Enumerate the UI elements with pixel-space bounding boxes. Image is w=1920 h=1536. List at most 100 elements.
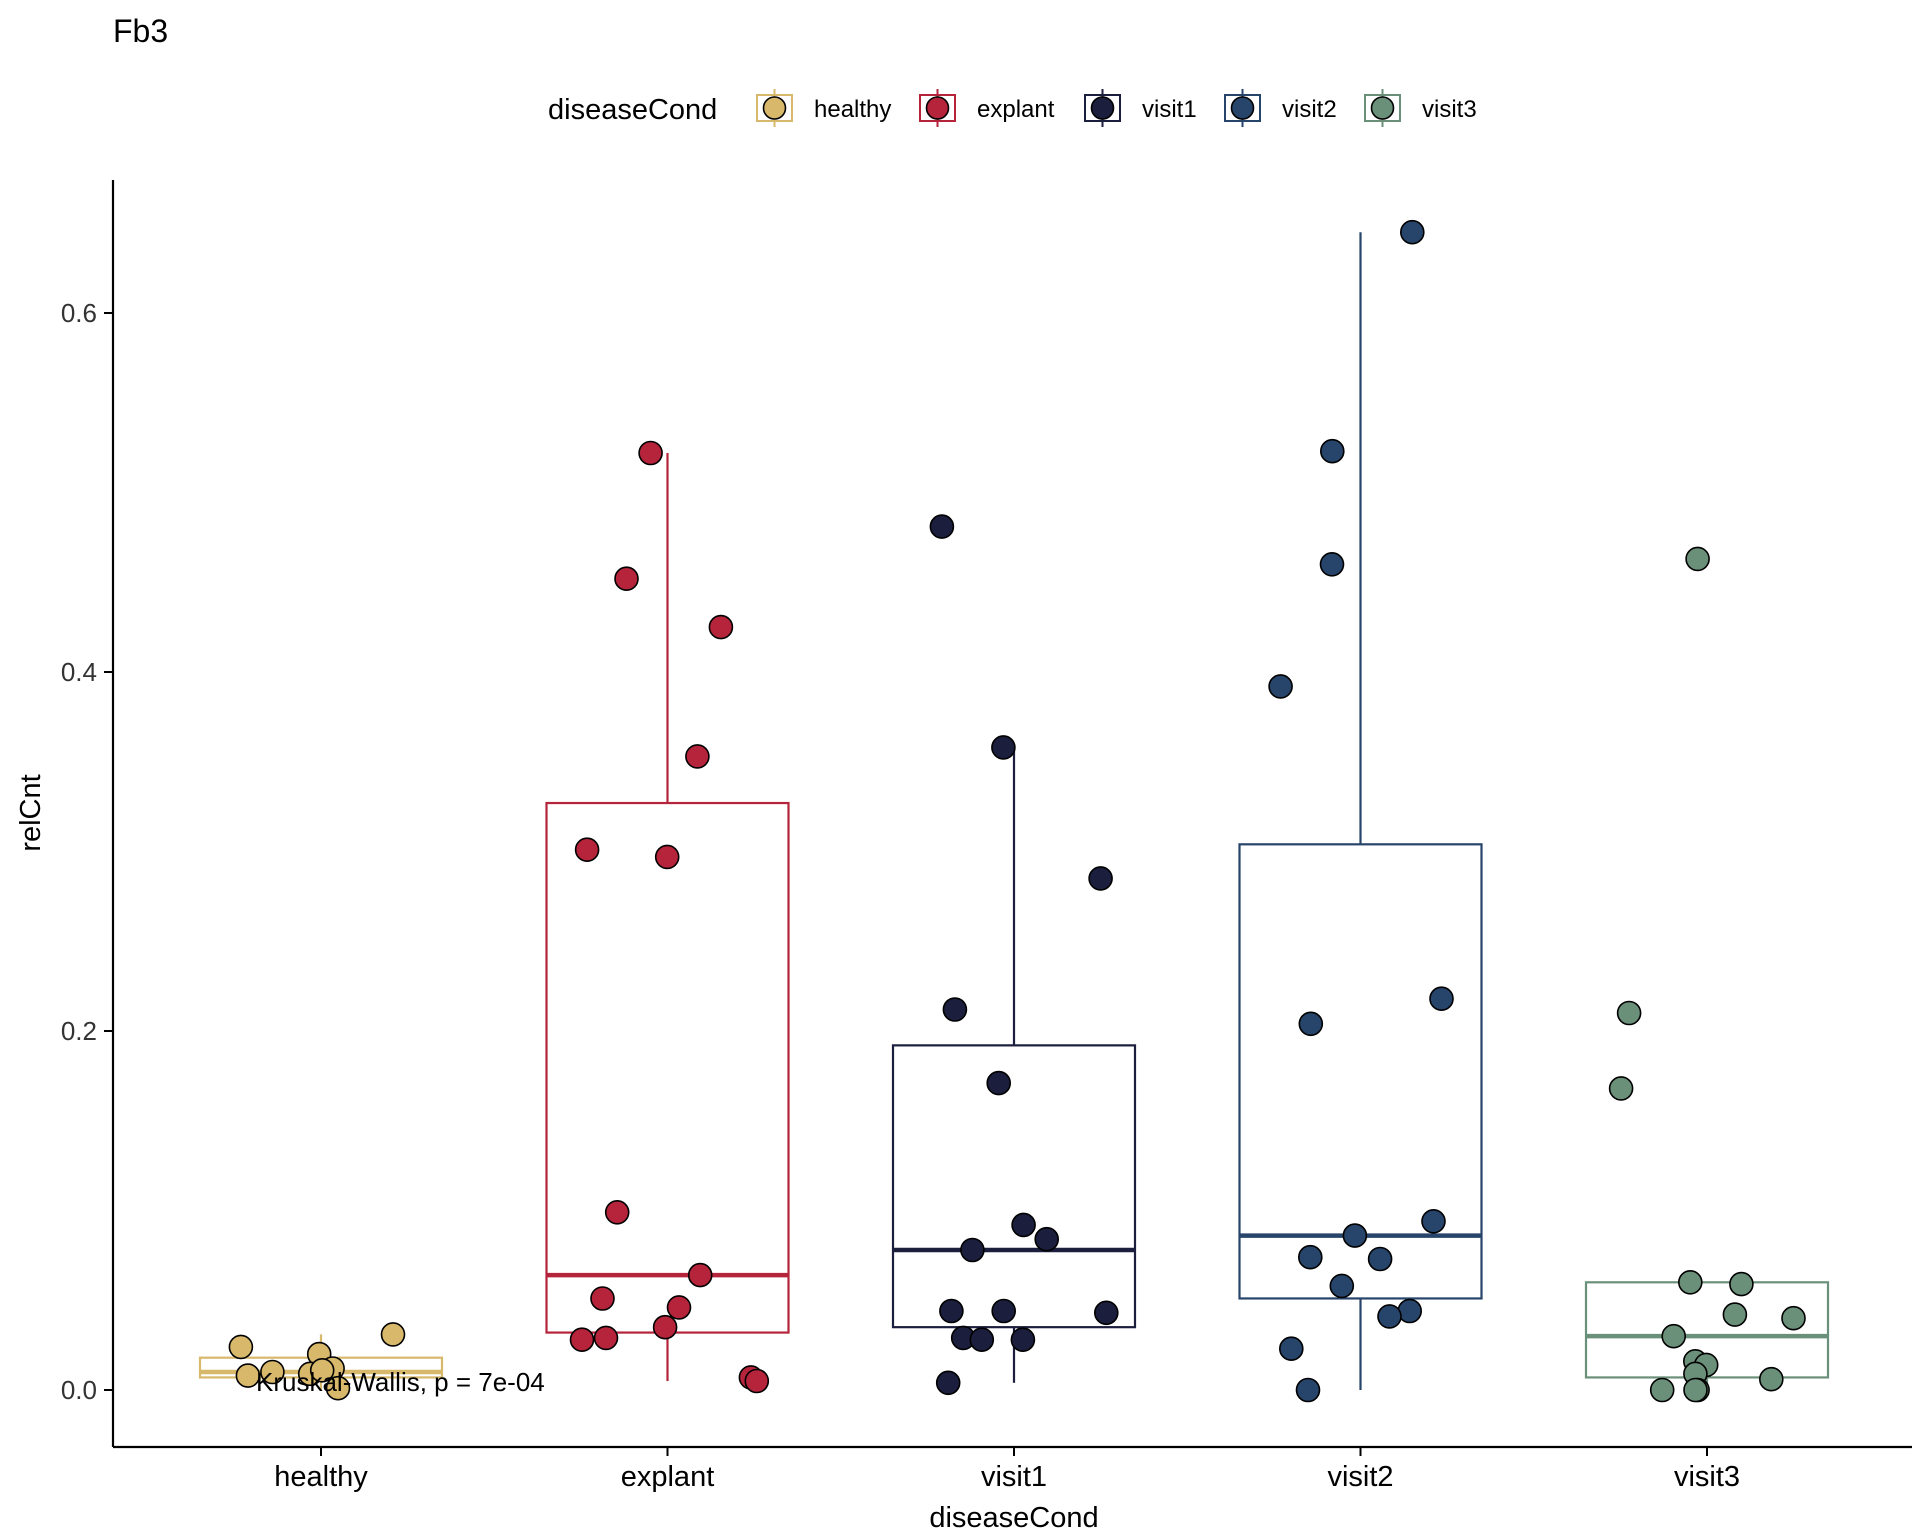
data-point — [1268, 674, 1293, 699]
data-point — [1011, 1212, 1036, 1238]
legend-entry-visit3: visit3 — [1364, 89, 1477, 127]
box-explant — [545, 453, 790, 1382]
y-ticks: 0.0 0.2 0.4 0.6 — [61, 298, 113, 1405]
data-point — [1298, 1244, 1323, 1270]
data-point — [604, 1200, 630, 1225]
box-visit1 — [891, 747, 1137, 1383]
data-point — [1429, 986, 1454, 1012]
data-point — [708, 614, 734, 640]
data-point — [666, 1295, 692, 1320]
data-point — [1094, 1300, 1119, 1326]
data-point — [1397, 1298, 1422, 1324]
data-point — [986, 1070, 1012, 1096]
legend-label: visit2 — [1282, 96, 1337, 123]
data-point — [380, 1322, 406, 1347]
legend-entry-visit2: visit2 — [1224, 89, 1337, 127]
data-point — [1661, 1323, 1686, 1349]
data-point — [929, 514, 955, 539]
legend-label: healthy — [814, 96, 891, 123]
legend-entry-healthy: healthy — [756, 89, 891, 127]
data-point — [1421, 1209, 1446, 1234]
x-ticks: healthy explant visit1 visit2 visit3 — [274, 1447, 1740, 1493]
data-point — [1367, 1246, 1393, 1272]
data-point — [1342, 1223, 1368, 1248]
legend-title: diseaseCond — [548, 94, 717, 126]
data-point — [1400, 219, 1425, 245]
data-point — [942, 997, 968, 1022]
data-points — [228, 219, 1806, 1403]
data-point — [1685, 546, 1710, 572]
data-point — [1034, 1226, 1059, 1252]
data-point — [935, 1370, 961, 1396]
data-point — [1329, 1273, 1355, 1299]
data-point — [569, 1327, 595, 1352]
data-point — [1295, 1377, 1321, 1403]
data-point — [1010, 1327, 1036, 1352]
box-iqr — [545, 801, 790, 1334]
data-point — [687, 1262, 713, 1288]
legend-label: explant — [977, 96, 1055, 123]
data-point — [685, 744, 710, 769]
data-point — [969, 1327, 995, 1352]
legend-key-point — [1090, 96, 1115, 120]
legend-key-point — [762, 96, 787, 120]
box-iqr — [891, 1044, 1137, 1329]
y-tick-label: 0.4 — [61, 657, 97, 687]
x-tick-label: healthy — [274, 1461, 368, 1493]
y-tick-label: 0.0 — [61, 1375, 97, 1405]
legend-key-point — [925, 96, 950, 120]
data-point — [1377, 1304, 1402, 1329]
data-point — [652, 1314, 678, 1340]
legend-label: visit1 — [1142, 96, 1197, 123]
y-tick-label: 0.6 — [61, 298, 97, 328]
data-point — [1616, 1000, 1642, 1026]
data-point — [1608, 1076, 1634, 1101]
data-point — [1088, 866, 1113, 891]
data-point — [235, 1363, 261, 1388]
x-tick-label: visit1 — [981, 1461, 1047, 1493]
legend-entry-visit1: visit1 — [1084, 89, 1197, 127]
y-tick-label: 0.2 — [61, 1016, 97, 1046]
data-point — [960, 1237, 985, 1263]
chart-title: Fb3 — [113, 13, 168, 49]
data-point — [1729, 1271, 1754, 1297]
legend-label: visit3 — [1422, 96, 1477, 123]
boxes — [198, 232, 1830, 1390]
data-point — [325, 1375, 351, 1401]
data-point — [309, 1358, 335, 1383]
data-point — [1781, 1305, 1806, 1331]
data-point — [1649, 1377, 1675, 1403]
data-point — [1279, 1336, 1304, 1361]
data-point — [1678, 1270, 1703, 1295]
x-tick-label: visit2 — [1327, 1461, 1393, 1493]
data-point — [1298, 1011, 1324, 1037]
legend-entry-explant: explant — [919, 89, 1055, 127]
data-point — [654, 844, 680, 870]
box-iqr — [1238, 843, 1483, 1300]
data-point — [1722, 1302, 1748, 1327]
data-point — [590, 1286, 615, 1311]
box-visit2 — [1238, 232, 1483, 1390]
data-point — [1759, 1366, 1784, 1392]
legend-key-point — [1370, 96, 1395, 120]
data-point — [1319, 551, 1345, 577]
plot-area: 0.0 0.2 0.4 0.6 healthy explant visit1 visit2 v… — [61, 180, 1912, 1493]
data-point — [574, 837, 600, 863]
data-point — [939, 1298, 964, 1324]
data-point — [260, 1359, 285, 1385]
data-point — [614, 566, 639, 592]
data-point — [991, 1298, 1017, 1324]
data-point — [1320, 438, 1345, 464]
legend-key-point — [1230, 96, 1255, 120]
data-point — [744, 1368, 770, 1394]
x-axis-label: diseaseCond — [929, 1502, 1098, 1534]
x-tick-label: explant — [621, 1461, 715, 1493]
data-point — [991, 735, 1016, 760]
stat-annotation: Kruskal-Wallis, p = 7e-04 — [256, 1367, 545, 1397]
data-point — [1683, 1377, 1708, 1403]
data-point — [638, 440, 663, 466]
data-point — [228, 1334, 254, 1360]
y-axis-label: relCnt — [15, 774, 47, 851]
x-tick-label: visit3 — [1674, 1461, 1740, 1493]
